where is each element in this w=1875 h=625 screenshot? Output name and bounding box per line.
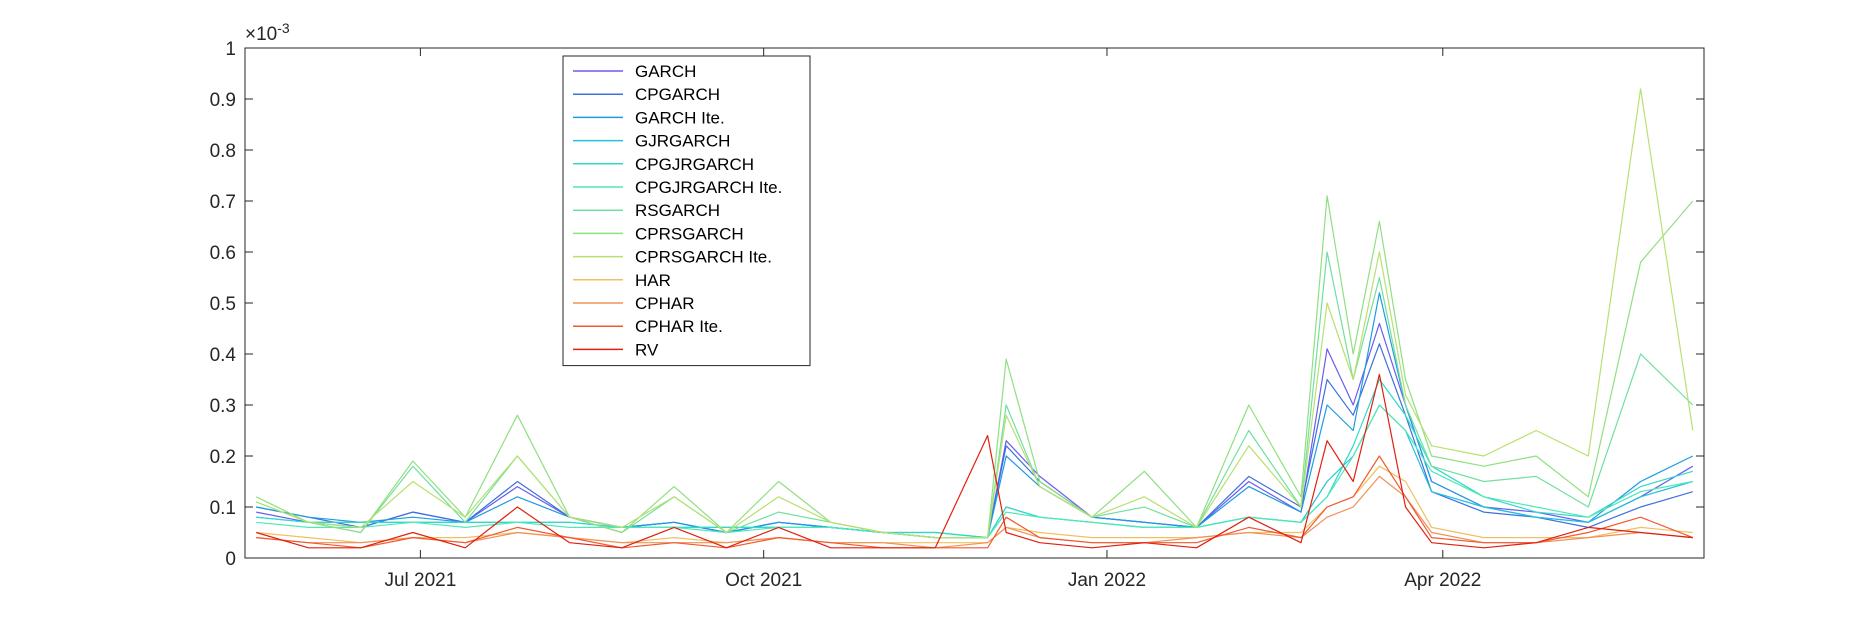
y-tick-label: 0.5: [210, 294, 236, 315]
series-line-cprsgarch: [255, 195, 1694, 539]
legend-label: RSGARCH: [635, 201, 720, 220]
legend-label: CPGJRGARCH: [635, 155, 754, 174]
legend-label: GARCH: [635, 62, 696, 81]
series-line-cpgarch: [256, 343, 1693, 539]
x-tick-label: Jul 2021: [384, 570, 456, 591]
series-line-cphar-ite: [256, 455, 1694, 549]
series-line-cprsgarch-ite: [255, 88, 1694, 539]
y-tick-label: 0.7: [210, 192, 236, 213]
series-line-cphar: [256, 475, 1693, 549]
series-line-garch-ite: [256, 292, 1694, 539]
legend-label: HAR: [635, 271, 671, 290]
y-axis: 0 0.1 0.2 0.3 0.4 0.5 0.6 0.7 0.8 0.9 1: [210, 39, 1704, 570]
x-tick-label: Oct 2021: [725, 570, 802, 591]
legend-label: CPHAR Ite.: [635, 317, 723, 336]
series-line-cpgjrgarch: [256, 378, 1693, 539]
y-tick-label: 1: [225, 39, 236, 60]
plot-lines: [255, 88, 1694, 549]
legend-label: CPGARCH: [635, 85, 720, 104]
legend: GARCH CPGARCH GARCH Ite. GJRGARCH CPGJRGARCH…: [562, 55, 811, 367]
legend-label: CPGJRGARCH Ite.: [635, 178, 782, 197]
y-tick-label: 0.9: [210, 90, 236, 111]
y-tick-label: 0.6: [210, 243, 236, 264]
legend-label: GARCH Ite.: [635, 108, 725, 127]
y-tick-label: 0: [225, 549, 236, 570]
x-tick-label: Jan 2022: [1068, 570, 1146, 591]
legend-label: CPHAR: [635, 294, 695, 313]
legend-label: CPRSGARCH Ite.: [635, 248, 772, 267]
y-tick-label: 0.1: [210, 498, 236, 519]
legend-label: GJRGARCH: [635, 132, 730, 151]
series-line-cpgjrgarch-ite: [256, 404, 1693, 539]
series-line-rv: [256, 373, 1693, 549]
y-tick-label: 0.8: [210, 141, 236, 162]
y-tick-label: 0.4: [210, 345, 237, 366]
series-line-rsgarch: [255, 251, 1694, 539]
y-tick-label: 0.2: [210, 447, 236, 468]
x-axis: Jul 2021 Oct 2021 Jan 2022 Apr 2022: [384, 48, 1481, 591]
legend-label: RV: [635, 340, 659, 359]
y-tick-label: 0.3: [210, 396, 236, 417]
legend-label: CPRSGARCH: [635, 224, 744, 243]
y-axis-exponent-label: ×10-3: [245, 20, 290, 45]
x-tick-label: Apr 2022: [1404, 570, 1481, 591]
